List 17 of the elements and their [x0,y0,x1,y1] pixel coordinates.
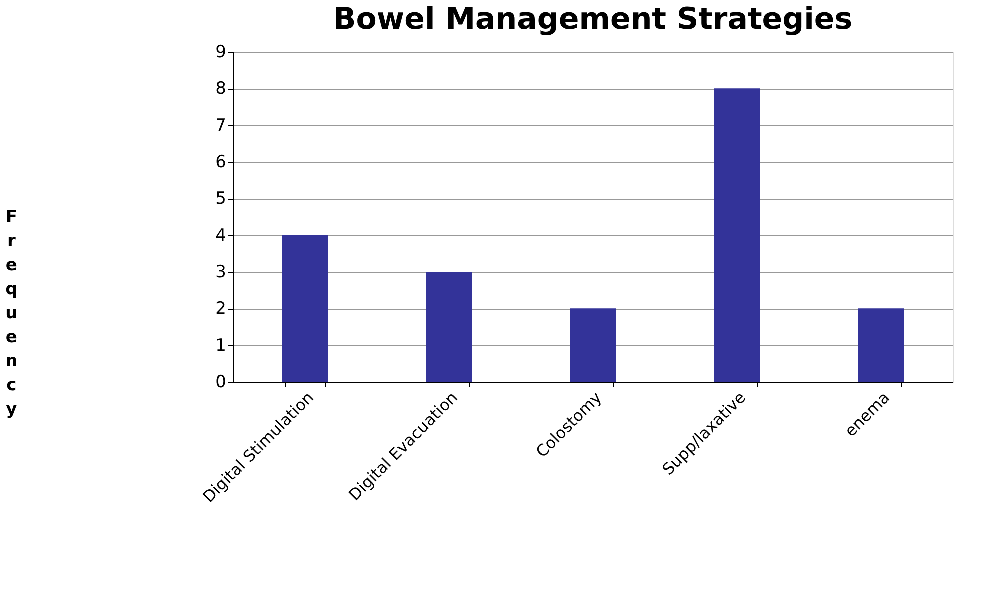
bar [858,308,904,382]
y-tick-label: 1 [216,336,226,356]
y-tick-label: 0 [216,372,226,392]
y-tick-label: 3 [216,262,226,282]
chart-title: Bowel Management Strategies [333,2,853,37]
y-tick-label: 6 [216,152,226,172]
bar [570,308,616,382]
text: Frequency [6,208,18,420]
y-tick-label: 9 [216,42,226,62]
bar [282,235,328,382]
y-tick-label: 7 [216,116,226,136]
y-tick-label: 4 [216,226,226,246]
y-tick-label: 2 [216,299,226,320]
y-tick-label: 8 [216,79,226,100]
bar [714,88,760,382]
y-tick-label: 5 [216,189,226,210]
bar [426,272,472,382]
